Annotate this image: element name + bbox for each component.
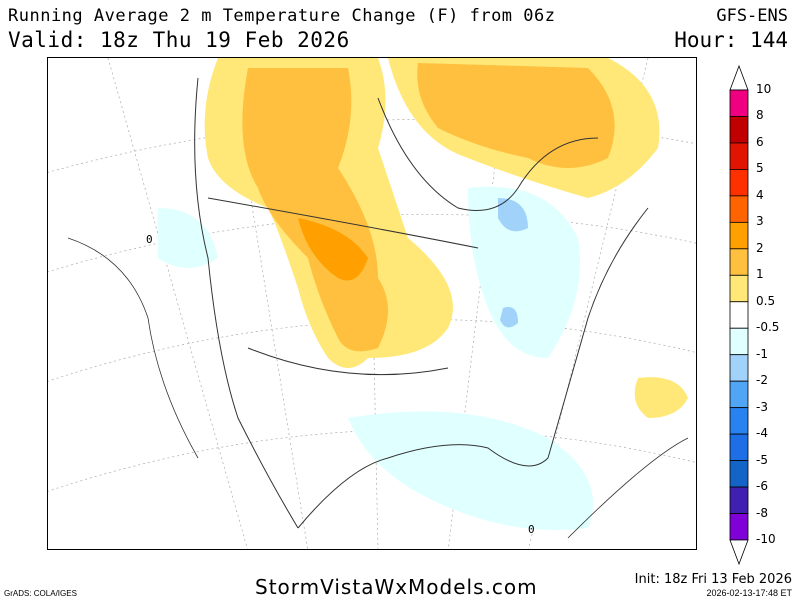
site-name: StormVistaWxModels.com: [255, 575, 538, 599]
temperature-change-map: 0 0: [47, 57, 697, 550]
colorbar-label: 4: [756, 187, 764, 202]
colorbar-bin: [729, 433, 749, 461]
colorbar-bin: [729, 195, 749, 223]
colorbar-bin: [729, 327, 749, 356]
model-name: GFS-ENS: [716, 6, 788, 26]
colorbar-label: -0.5: [756, 320, 780, 335]
colorbar-bin: [729, 301, 749, 329]
colorbar-bin: [729, 380, 749, 409]
colorbar-label: -2: [756, 373, 768, 388]
colorbar-bin: [729, 142, 749, 170]
colorbar-bin: [729, 116, 749, 144]
colorbar-bin: [729, 169, 749, 197]
colorbar-label: -8: [756, 505, 768, 520]
colorbar-label: -6: [756, 479, 768, 494]
valid-time: Valid: 18z Thu 19 Feb 2026: [8, 28, 350, 52]
colorbar-label: 10: [756, 82, 772, 96]
colorbar-bottom-arrow: [729, 539, 749, 565]
colorbar-label: 2: [756, 240, 764, 255]
colorbar-label: 3: [756, 214, 764, 229]
zero-contour: [67, 237, 689, 539]
forecast-hour: Hour: 144: [674, 28, 788, 52]
colorbar-bin: [729, 460, 749, 488]
colorbar-label: 1: [756, 267, 764, 282]
colorbar-bin: [729, 248, 749, 276]
warm-anomaly-shading: [204, 58, 688, 418]
colorbar-label: 0.5: [756, 293, 776, 308]
colorbar-label: -1: [756, 346, 768, 361]
colorbar-bin: [729, 221, 749, 250]
colorbar-bin: [729, 407, 749, 435]
colorbar-label: -10: [756, 532, 776, 546]
colorbar-label: -5: [756, 452, 768, 467]
colorbar-bin: [729, 513, 749, 541]
colorbar-label: 5: [756, 161, 764, 176]
colorbar-top-arrow: [729, 65, 749, 91]
generated-timestamp: 2026-02-13-17:48 ET: [706, 588, 792, 598]
cool-anomaly-shading: [158, 186, 593, 530]
colorbar-label: 8: [756, 108, 764, 123]
colorbar-bin: [729, 274, 749, 303]
init-time: Init: 18z Fri 13 Feb 2026: [634, 572, 792, 587]
colorbar-label: 6: [756, 134, 764, 149]
grads-credit: GrADS: COLA/IGES: [4, 589, 77, 598]
colorbar-label: -4: [756, 426, 768, 441]
colorbar-bin: [729, 486, 749, 514]
map-title: Running Average 2 m Temperature Change (…: [8, 6, 556, 26]
colorbar-bin: [729, 354, 749, 382]
contour-label: 0: [528, 523, 535, 536]
contour-label: 0: [146, 233, 153, 246]
colorbar-bin: [729, 89, 749, 117]
coastlines-borders: [194, 77, 649, 529]
colorbar: [729, 65, 749, 565]
colorbar-label: -3: [756, 399, 768, 414]
